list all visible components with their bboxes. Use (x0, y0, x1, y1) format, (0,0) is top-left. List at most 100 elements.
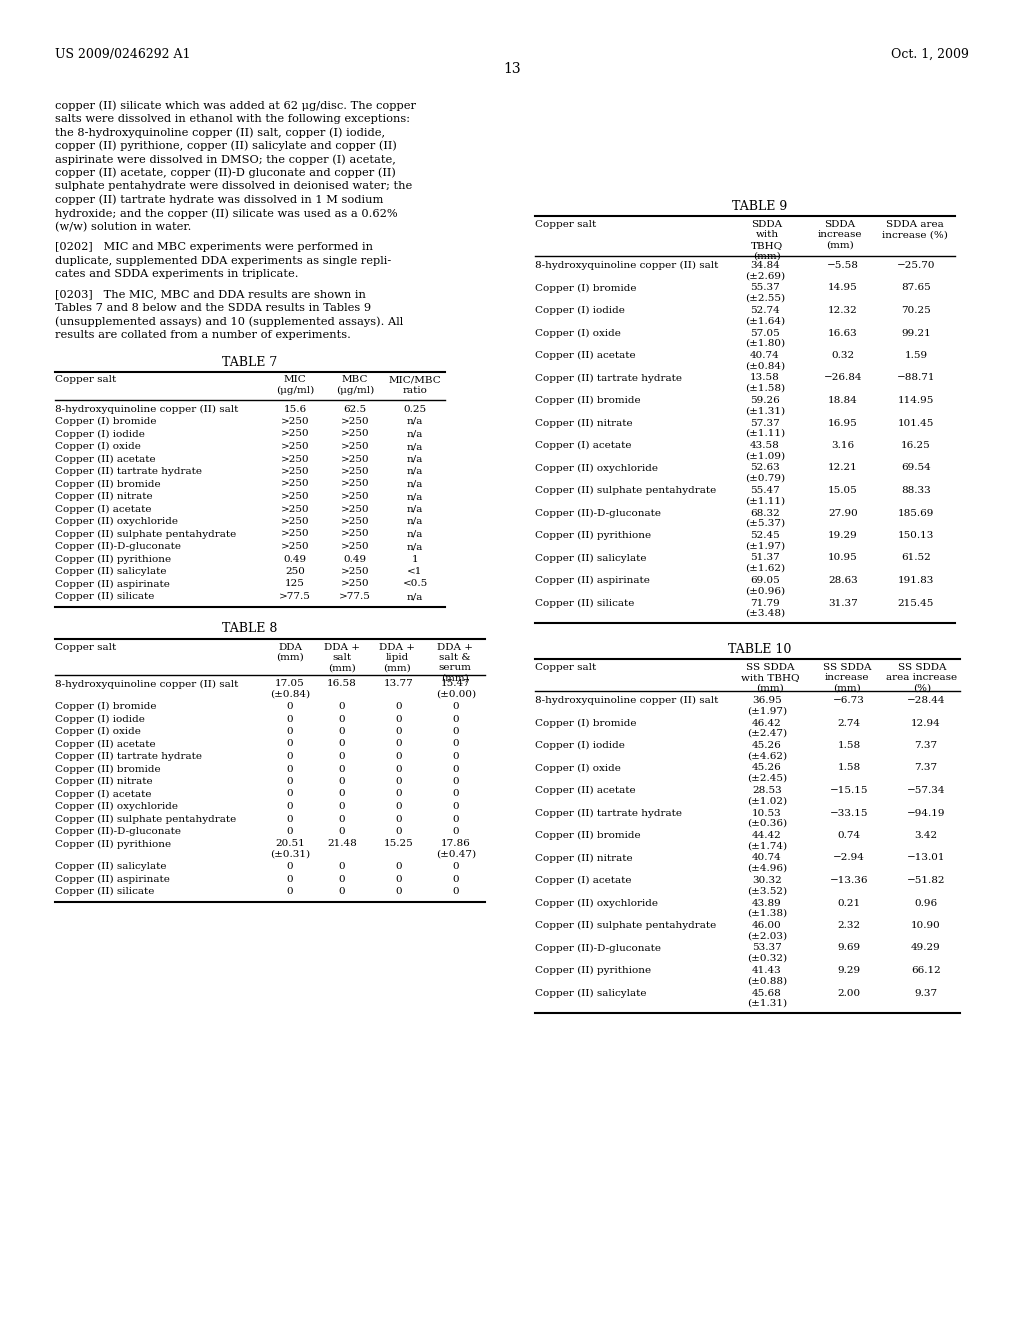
Text: n/a: n/a (407, 454, 423, 463)
Text: [0202]   MIC and MBC experiments were performed in: [0202] MIC and MBC experiments were perf… (55, 242, 373, 252)
Text: 0: 0 (395, 862, 402, 871)
Text: 16.63: 16.63 (828, 329, 858, 338)
Text: >250: >250 (341, 417, 370, 426)
Text: 88.33: 88.33 (901, 486, 931, 495)
Text: Copper (I) oxide: Copper (I) oxide (55, 727, 141, 737)
Text: 7.37: 7.37 (914, 763, 938, 772)
Text: 114.95: 114.95 (898, 396, 934, 405)
Text: 45.26
(±4.62): 45.26 (±4.62) (746, 741, 787, 760)
Text: 3.42: 3.42 (914, 832, 938, 840)
Text: −6.73: −6.73 (834, 696, 865, 705)
Text: 0: 0 (453, 752, 460, 762)
Text: Copper (II) silicate: Copper (II) silicate (55, 887, 155, 896)
Text: 28.63: 28.63 (828, 576, 858, 585)
Text: DDA
(mm): DDA (mm) (276, 643, 304, 661)
Text: n/a: n/a (407, 492, 423, 502)
Text: 1.58: 1.58 (838, 763, 860, 772)
Text: Copper (II) oxychloride: Copper (II) oxychloride (55, 517, 178, 527)
Text: Copper (II) salicylate: Copper (II) salicylate (535, 553, 646, 562)
Text: 0: 0 (453, 828, 460, 836)
Text: 17.86
(±0.47): 17.86 (±0.47) (436, 840, 476, 859)
Text: n/a: n/a (407, 504, 423, 513)
Text: 70.25: 70.25 (901, 306, 931, 315)
Text: n/a: n/a (407, 591, 423, 601)
Text: 8-hydroxyquinoline copper (II) salt: 8-hydroxyquinoline copper (II) salt (55, 404, 239, 413)
Text: salts were dissolved in ethanol with the following exceptions:: salts were dissolved in ethanol with the… (55, 114, 410, 124)
Text: Copper (I) bromide: Copper (I) bromide (55, 417, 157, 426)
Text: 101.45: 101.45 (898, 418, 934, 428)
Text: >250: >250 (341, 429, 370, 438)
Text: 45.26
(±2.45): 45.26 (±2.45) (746, 763, 787, 783)
Text: 55.37
(±2.55): 55.37 (±2.55) (744, 284, 785, 302)
Text: Copper (II) bromide: Copper (II) bromide (535, 832, 641, 840)
Text: 0: 0 (395, 887, 402, 896)
Text: SDDA
with
TBHQ
(mm): SDDA with TBHQ (mm) (751, 220, 783, 260)
Text: copper (II) tartrate hydrate was dissolved in 1 M sodium: copper (II) tartrate hydrate was dissolv… (55, 194, 383, 205)
Text: 12.21: 12.21 (828, 463, 858, 473)
Text: 0: 0 (395, 714, 402, 723)
Text: Copper salt: Copper salt (55, 643, 117, 652)
Text: Copper (II) bromide: Copper (II) bromide (55, 479, 161, 488)
Text: 0.49: 0.49 (284, 554, 306, 564)
Text: 0.32: 0.32 (831, 351, 855, 360)
Text: MIC/MBC
ratio: MIC/MBC ratio (389, 375, 441, 395)
Text: 13.77: 13.77 (384, 680, 414, 689)
Text: Copper (I) acetate: Copper (I) acetate (535, 876, 632, 886)
Text: 2.74: 2.74 (838, 718, 860, 727)
Text: Copper (II) pyrithione: Copper (II) pyrithione (535, 966, 651, 975)
Text: 15.47
(±0.00): 15.47 (±0.00) (436, 680, 476, 698)
Text: Oct. 1, 2009: Oct. 1, 2009 (891, 48, 969, 61)
Text: 185.69: 185.69 (898, 508, 934, 517)
Text: Copper (II) sulphate pentahydrate: Copper (II) sulphate pentahydrate (55, 814, 237, 824)
Text: SDDA
increase
(mm): SDDA increase (mm) (818, 220, 862, 249)
Text: 10.90: 10.90 (911, 921, 941, 931)
Text: −25.70: −25.70 (897, 261, 935, 271)
Text: n/a: n/a (407, 442, 423, 451)
Text: 0: 0 (287, 814, 293, 824)
Text: >250: >250 (281, 442, 309, 451)
Text: 125: 125 (285, 579, 305, 589)
Text: Copper (II) aspirinate: Copper (II) aspirinate (535, 576, 650, 585)
Text: 7.37: 7.37 (914, 741, 938, 750)
Text: 0: 0 (339, 739, 345, 748)
Text: 8-hydroxyquinoline copper (II) salt: 8-hydroxyquinoline copper (II) salt (535, 261, 719, 271)
Text: 10.95: 10.95 (828, 553, 858, 562)
Text: the 8-hydroxyquinoline copper (II) salt, copper (I) iodide,: the 8-hydroxyquinoline copper (II) salt,… (55, 127, 385, 137)
Text: 51.37
(±1.62): 51.37 (±1.62) (744, 553, 785, 573)
Text: 40.74
(±0.84): 40.74 (±0.84) (744, 351, 785, 371)
Text: 41.43
(±0.88): 41.43 (±0.88) (746, 966, 787, 986)
Text: Tables 7 and 8 below and the SDDA results in Tables 9: Tables 7 and 8 below and the SDDA result… (55, 304, 371, 313)
Text: 31.37: 31.37 (828, 598, 858, 607)
Text: 2.32: 2.32 (838, 921, 860, 931)
Text: 45.68
(±1.31): 45.68 (±1.31) (746, 989, 787, 1008)
Text: 0: 0 (453, 714, 460, 723)
Text: −94.19: −94.19 (906, 808, 945, 817)
Text: 0: 0 (339, 862, 345, 871)
Text: 57.37
(±1.11): 57.37 (±1.11) (744, 418, 785, 438)
Text: 71.79
(±3.48): 71.79 (±3.48) (744, 598, 785, 618)
Text: Copper (II) nitrate: Copper (II) nitrate (535, 854, 633, 863)
Text: Copper (II) nitrate: Copper (II) nitrate (55, 492, 153, 502)
Text: Copper (II) salicylate: Copper (II) salicylate (535, 989, 646, 998)
Text: 0: 0 (395, 777, 402, 785)
Text: Copper (II) nitrate: Copper (II) nitrate (55, 777, 153, 787)
Text: 30.32
(±3.52): 30.32 (±3.52) (746, 876, 787, 895)
Text: Copper (II) sulphate pentahydrate: Copper (II) sulphate pentahydrate (535, 486, 716, 495)
Text: TABLE 10: TABLE 10 (728, 643, 792, 656)
Text: >77.5: >77.5 (339, 591, 371, 601)
Text: aspirinate were dissolved in DMSO; the copper (I) acetate,: aspirinate were dissolved in DMSO; the c… (55, 154, 396, 165)
Text: 0.74: 0.74 (838, 832, 860, 840)
Text: 87.65: 87.65 (901, 284, 931, 293)
Text: 46.00
(±2.03): 46.00 (±2.03) (746, 921, 787, 940)
Text: 16.58: 16.58 (327, 680, 357, 689)
Text: >250: >250 (341, 517, 370, 525)
Text: 1.58: 1.58 (838, 741, 860, 750)
Text: 0: 0 (339, 727, 345, 737)
Text: 0: 0 (395, 739, 402, 748)
Text: 9.37: 9.37 (914, 989, 938, 998)
Text: −15.15: −15.15 (829, 785, 868, 795)
Text: >77.5: >77.5 (280, 591, 311, 601)
Text: Copper (I) iodide: Copper (I) iodide (55, 714, 144, 723)
Text: Copper (II) oxychloride: Copper (II) oxychloride (535, 899, 658, 908)
Text: 0: 0 (339, 828, 345, 836)
